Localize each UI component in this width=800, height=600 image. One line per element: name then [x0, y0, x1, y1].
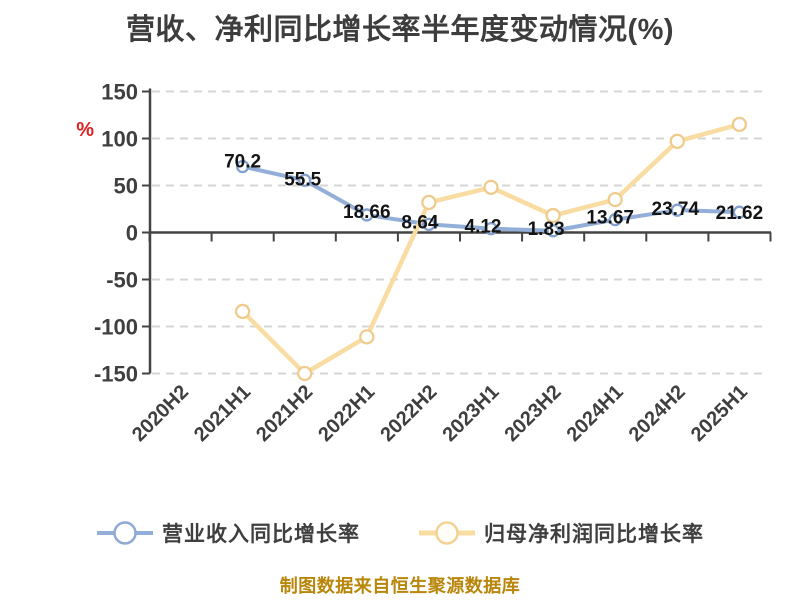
data-point-1-2025H1[interactable]	[731, 116, 748, 133]
data-label-2021H1: 70.2	[224, 152, 261, 173]
data-point-0-2023H1[interactable]	[484, 221, 498, 236]
net-profit-line-marker-icon	[419, 521, 475, 545]
data-point-1-2021H2[interactable]	[297, 365, 313, 382]
data-label-2021H2: 55.5	[284, 169, 321, 190]
series-line-1	[240, 122, 742, 376]
data-label-2024H2: 23.74	[652, 199, 700, 220]
y-tick-label--150: -150	[94, 362, 138, 387]
legend-item-net-profit[interactable]: 归母净利润同比增长率	[418, 518, 704, 548]
y-tick-label--100: -100	[94, 315, 138, 340]
x-tick-label-2022H1: 2022H1	[314, 381, 379, 446]
data-label-2025H1: 21.62	[716, 203, 764, 224]
data-point-1-2021H1[interactable]	[234, 303, 251, 320]
chart-title: 营收、净利同比增长率半年度变动情况(%)	[125, 14, 675, 46]
y-tick-label-50: 50	[114, 174, 138, 199]
data-point-1-2022H2[interactable]	[421, 194, 437, 211]
data-point-1-2024H2[interactable]	[669, 133, 685, 149]
y-tick-label--50: -50	[106, 268, 138, 293]
data-label-2023H1: 4.12	[465, 217, 502, 238]
x-tick-label-2023H1: 2023H1	[438, 381, 503, 446]
y-tick-label-100: 100	[101, 127, 138, 152]
x-tick-label-2021H2: 2021H2	[252, 381, 317, 446]
legend: 营业收入同比增长率 归母净利润同比增长率	[0, 518, 800, 548]
data-point-0-2022H2[interactable]	[422, 217, 436, 232]
data-point-1-2024H1[interactable]	[607, 191, 623, 208]
x-tick-label-2024H1: 2024H1	[563, 381, 628, 446]
data-label-2024H1: 13.67	[586, 208, 634, 229]
data-point-0-2024H1[interactable]	[608, 213, 622, 227]
data-label-2023H2: 1.83	[528, 219, 565, 240]
data-label-2022H2: 8.64	[401, 212, 438, 233]
data-point-0-2024H2[interactable]	[670, 203, 684, 217]
legend-label-net-profit: 归母净利润同比增长率	[484, 523, 704, 546]
data-point-1-2023H1[interactable]	[483, 179, 499, 196]
x-tick-label-2024H2: 2024H2	[625, 381, 690, 446]
x-tick-label-2022H2: 2022H2	[376, 381, 441, 446]
data-point-0-2025H1[interactable]	[732, 205, 747, 219]
data-point-0-2021H2[interactable]	[298, 173, 312, 187]
x-tick-label-2023H2: 2023H2	[501, 381, 566, 446]
data-point-1-2023H2[interactable]	[545, 207, 561, 224]
data-point-1-2022H1[interactable]	[359, 329, 375, 345]
data-point-0-2022H1[interactable]	[360, 208, 374, 222]
data-label-2022H1: 18.66	[343, 202, 391, 223]
data-point-0-2021H1[interactable]	[235, 159, 250, 174]
legend-item-revenue[interactable]: 营业收入同比增长率	[96, 518, 360, 548]
x-tick-label-2021H1: 2021H1	[190, 381, 255, 446]
y-tick-label-150: 150	[101, 80, 138, 105]
x-tick-label-2025H1: 2025H1	[687, 381, 752, 446]
x-tick-label-2020H2: 2020H2	[128, 381, 193, 446]
y-axis-unit-label: %	[76, 119, 94, 141]
data-source-note: 制图数据来自恒生聚源数据库	[279, 576, 521, 596]
revenue-line-marker-icon	[97, 521, 153, 545]
y-tick-label-0: 0	[126, 221, 138, 246]
data-point-0-2023H2[interactable]	[546, 224, 560, 238]
legend-label-revenue: 营业收入同比增长率	[162, 523, 360, 546]
